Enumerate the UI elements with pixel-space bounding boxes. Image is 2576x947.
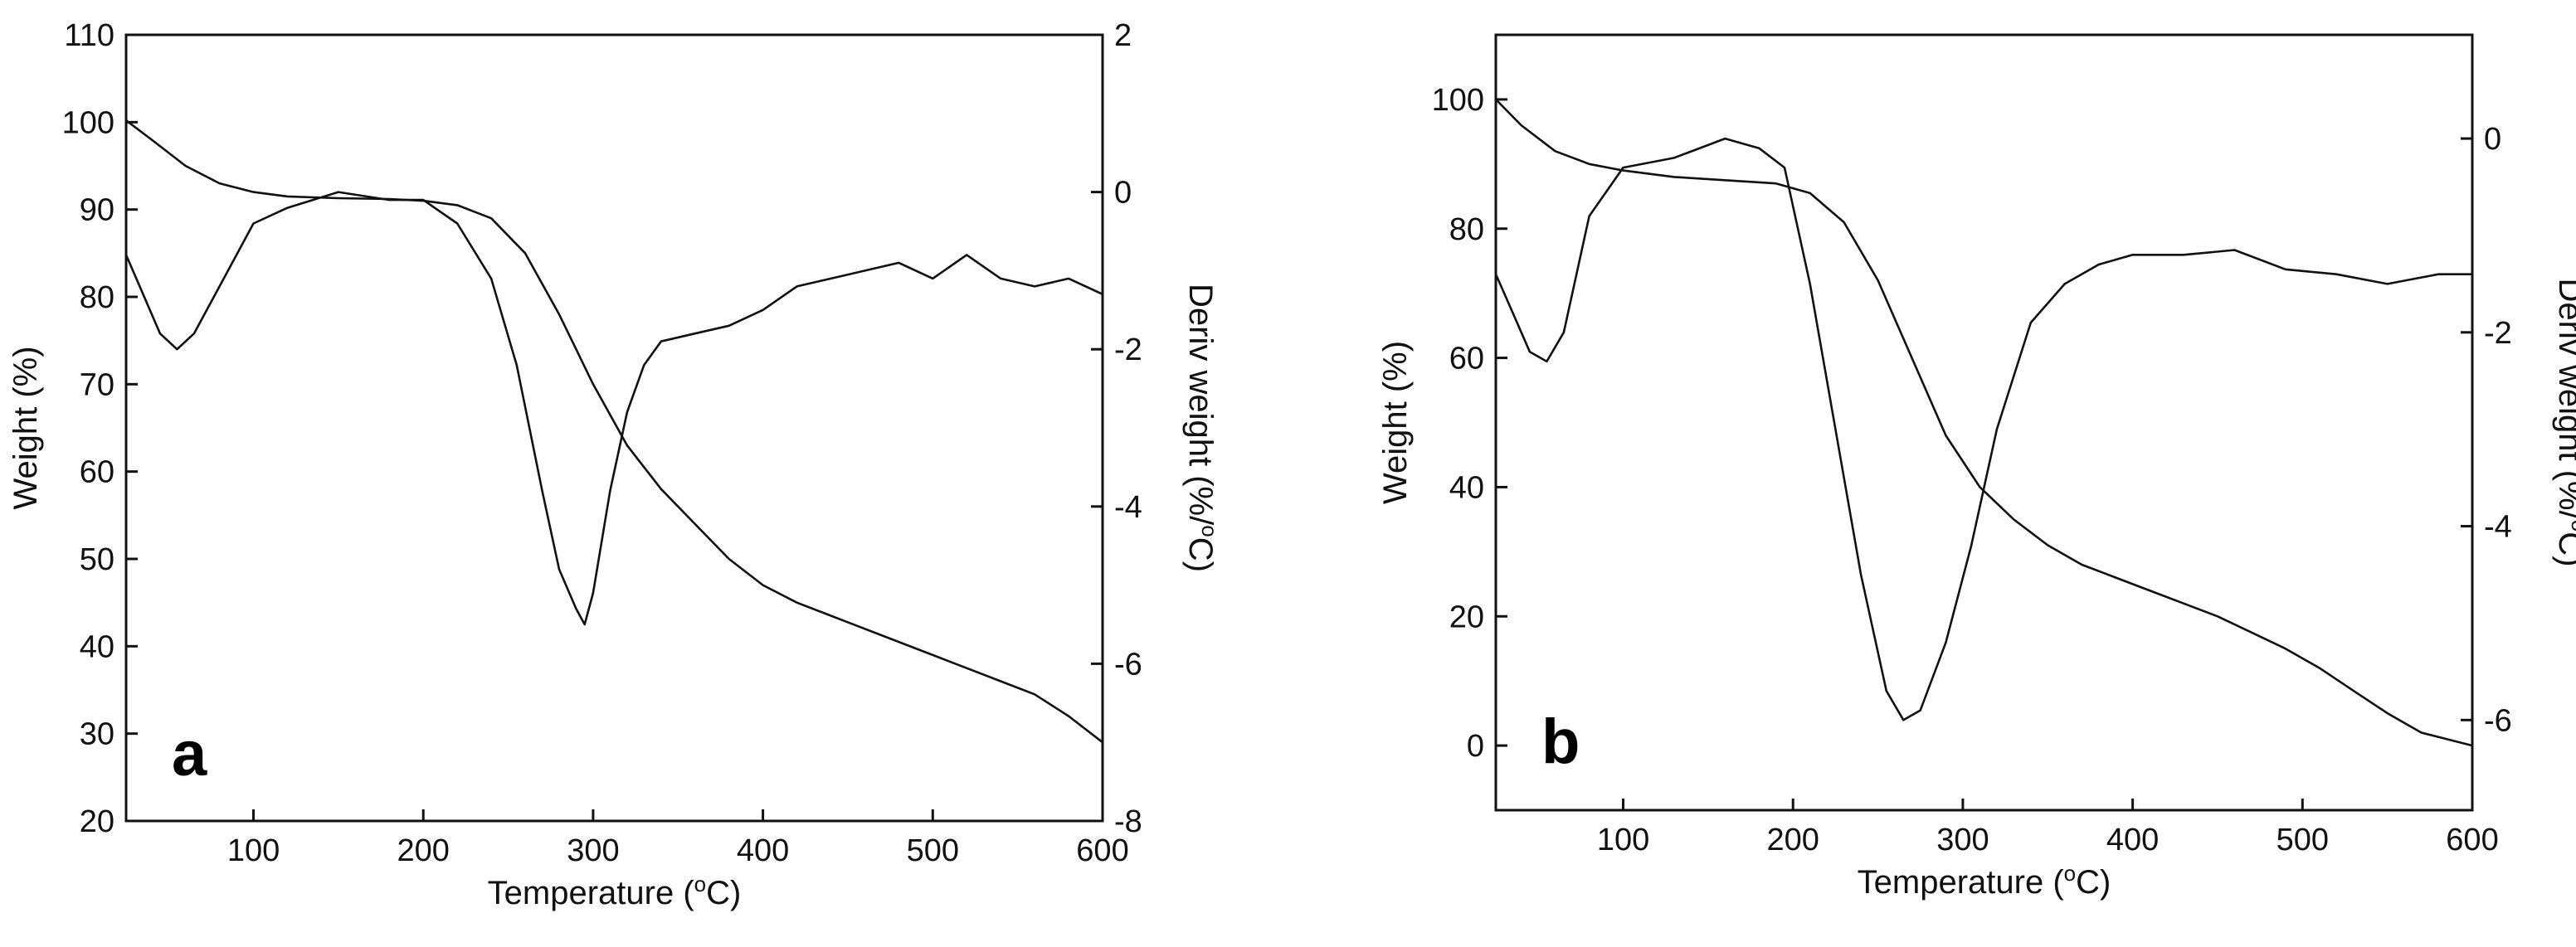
panel-a-y-left-tick-label: 100 xyxy=(62,105,114,140)
panel-a-x-tick-label: 600 xyxy=(1076,833,1128,868)
panel-a-y-left-axis-title: Weight (%) xyxy=(7,346,44,509)
panel-b-x-tick-label: 300 xyxy=(1936,823,1989,857)
panel-a-y-right-tick-label: -8 xyxy=(1114,804,1142,839)
panel-a-y-right-axis-title: Deriv weight (%/oC) xyxy=(1182,284,1222,572)
panel-b-x-tick-label: 500 xyxy=(2277,823,2329,857)
panel-a-tag-label: a xyxy=(172,719,207,789)
panel-a-x-tick-label: 400 xyxy=(737,833,789,868)
panel-a-deriv-weight-curve xyxy=(124,191,1104,626)
panel-a-y-left-tick-label: 70 xyxy=(80,367,114,402)
panel-b-weight-curve xyxy=(1494,98,2474,747)
panel-a-x-tick-label: 100 xyxy=(227,833,280,868)
panel-b-y-left-tick-label: 100 xyxy=(1432,83,1484,118)
panel-b-y-left-axis-title: Weight (%) xyxy=(1377,341,1414,504)
panel-a-y-left-tick-label: 90 xyxy=(80,193,114,228)
panel-a-x-tick-label: 200 xyxy=(397,833,450,868)
panel-a-y-right-tick-label: -6 xyxy=(1114,647,1142,682)
panel-b-y-right-tick-label: 0 xyxy=(2484,122,2501,157)
panel-a-y-right-tick-label: -4 xyxy=(1114,490,1142,525)
panel-a-y-left-tick-label: 110 xyxy=(64,18,114,53)
panel-b-plot-frame xyxy=(1494,33,2474,812)
panel-b-y-left-tick-label: 60 xyxy=(1449,342,1484,376)
panel-a-y-right-tick-label: 2 xyxy=(1114,18,1132,53)
panel-b-y-right-axis-title: Deriv weight (%/oC) xyxy=(2552,279,2576,567)
panel-b-y-left-tick-label: 0 xyxy=(1467,729,1484,764)
panel-a-y-left-tick-label: 30 xyxy=(80,717,114,752)
panel-a-y-right-tick-label: -2 xyxy=(1114,333,1142,367)
panel-b-y-right-tick-label: -6 xyxy=(2484,703,2512,738)
panel-a-x-axis-title: Temperature (oC) xyxy=(488,872,742,911)
panel-b-x-tick-label: 200 xyxy=(1767,823,1819,857)
panel-b-tag-label: b xyxy=(1541,707,1580,777)
panel-b-y-left-tick-label: 20 xyxy=(1449,600,1484,634)
panel-a-y-left-tick-label: 40 xyxy=(80,629,114,664)
panel-a-y-left-tick-label: 60 xyxy=(80,455,114,490)
panel-a-y-left-tick-label: 80 xyxy=(80,280,114,315)
panel-b-x-tick-label: 400 xyxy=(2106,823,2159,857)
panel-a-x-tick-label: 300 xyxy=(567,833,619,868)
panel-b-x-axis-title: Temperature (oC) xyxy=(1858,861,2111,901)
panel-b-x-tick-label: 100 xyxy=(1597,823,1649,857)
panel-a-x-tick-label: 500 xyxy=(907,833,959,868)
panel-b-y-left-tick-label: 80 xyxy=(1449,212,1484,247)
panel-b-x-tick-label: 600 xyxy=(2446,823,2498,857)
panel-b-deriv-weight-curve xyxy=(1494,137,2474,721)
panel-b-y-right-tick-label: -2 xyxy=(2484,316,2512,351)
panel-a-y-right-tick-label: 0 xyxy=(1114,176,1132,211)
panel-a-y-left-tick-label: 20 xyxy=(80,804,114,839)
panel-a-plot-frame xyxy=(124,33,1104,823)
panel-a-y-left-tick-label: 50 xyxy=(80,542,114,577)
panel-b-y-left-tick-label: 40 xyxy=(1449,470,1484,505)
panel-a-weight-curve xyxy=(124,119,1104,744)
panel-b-y-right-tick-label: -4 xyxy=(2484,510,2512,545)
